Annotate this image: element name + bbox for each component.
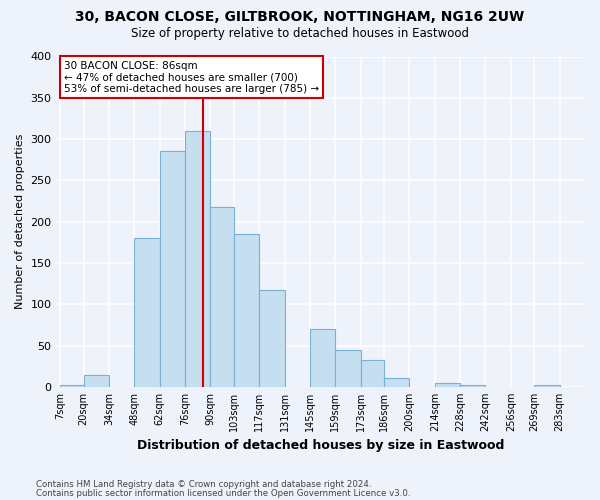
Bar xyxy=(361,360,384,387)
Bar xyxy=(259,290,284,387)
Bar xyxy=(435,383,460,387)
X-axis label: Distribution of detached houses by size in Eastwood: Distribution of detached houses by size … xyxy=(137,440,505,452)
Text: Contains public sector information licensed under the Open Government Licence v3: Contains public sector information licen… xyxy=(36,488,410,498)
Text: Contains HM Land Registry data © Crown copyright and database right 2024.: Contains HM Land Registry data © Crown c… xyxy=(36,480,371,489)
Text: 30, BACON CLOSE, GILTBROOK, NOTTINGHAM, NG16 2UW: 30, BACON CLOSE, GILTBROOK, NOTTINGHAM, … xyxy=(76,10,524,24)
Bar xyxy=(160,152,185,387)
Bar xyxy=(185,131,211,387)
Bar xyxy=(234,234,259,387)
Text: 30 BACON CLOSE: 86sqm
← 47% of detached houses are smaller (700)
53% of semi-det: 30 BACON CLOSE: 86sqm ← 47% of detached … xyxy=(64,60,319,94)
Bar xyxy=(460,386,485,387)
Bar xyxy=(134,238,160,387)
Text: Size of property relative to detached houses in Eastwood: Size of property relative to detached ho… xyxy=(131,28,469,40)
Bar xyxy=(535,386,560,387)
Bar xyxy=(211,207,234,387)
Bar xyxy=(310,329,335,387)
Bar xyxy=(335,350,361,387)
Bar xyxy=(384,378,409,387)
Y-axis label: Number of detached properties: Number of detached properties xyxy=(15,134,25,310)
Bar xyxy=(60,386,83,387)
Bar xyxy=(83,374,109,387)
